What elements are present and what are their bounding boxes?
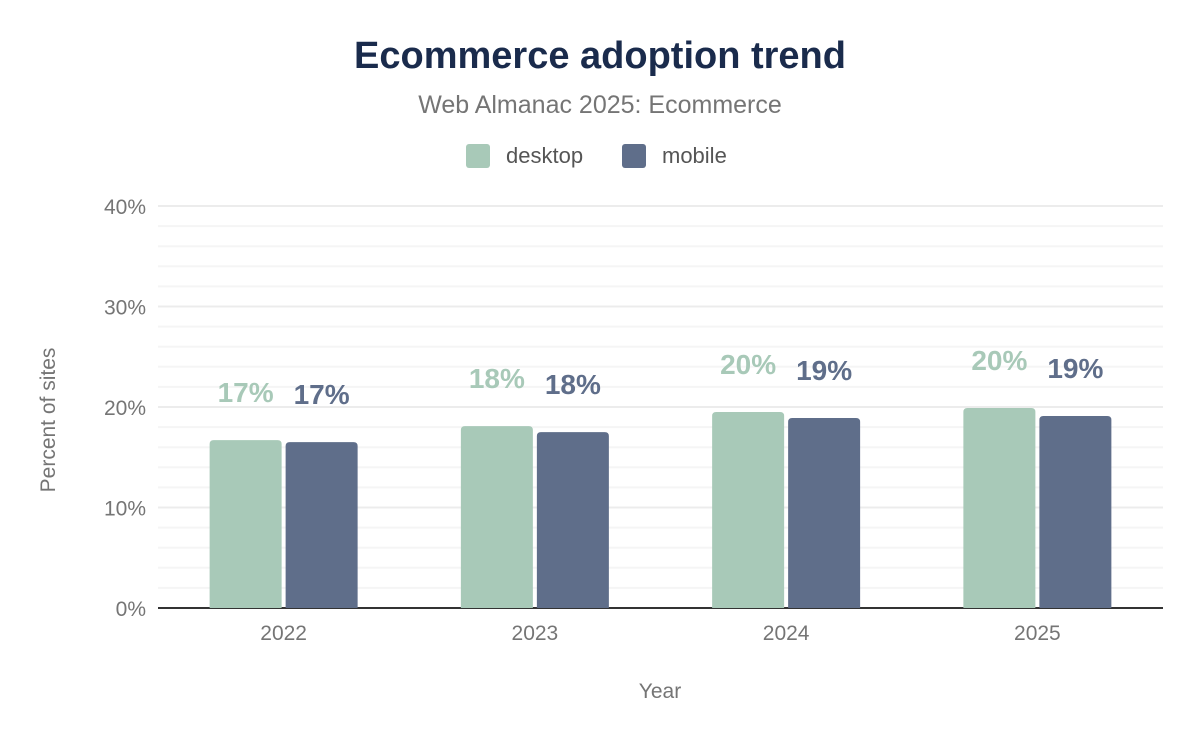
bar-mobile[interactable] [1039, 416, 1112, 608]
data-label-desktop: 17% [218, 377, 274, 408]
bar-desktop[interactable] [963, 408, 1036, 608]
bar-desktop[interactable] [460, 426, 533, 608]
y-tick-label: 0% [116, 598, 146, 621]
x-tick-label: 2024 [763, 622, 810, 645]
y-tick-label: 40% [104, 196, 146, 219]
legend-label-mobile[interactable]: mobile [662, 143, 727, 168]
data-label-desktop: 18% [469, 363, 525, 394]
bars: 2022 17% 17% 2023 18% 18% 2024 20% 19% 2025 20% 19% [209, 345, 1112, 645]
y-tick-label: 10% [104, 498, 146, 521]
legend-label-desktop[interactable]: desktop [506, 143, 583, 168]
bar-desktop[interactable] [209, 440, 282, 608]
x-tick-label: 2025 [1014, 622, 1061, 645]
data-label-mobile: 17% [294, 379, 350, 410]
legend-swatch-mobile[interactable] [622, 144, 646, 168]
bar-mobile[interactable] [285, 442, 358, 608]
y-tick-label: 20% [104, 397, 146, 420]
y-tick-label: 30% [104, 297, 146, 320]
legend: desktop mobile [466, 143, 727, 168]
x-tick-label: 2022 [260, 622, 307, 645]
data-label-desktop: 20% [971, 345, 1027, 376]
data-label-mobile: 19% [1047, 353, 1103, 384]
bar-mobile[interactable] [788, 418, 861, 608]
data-label-mobile: 18% [545, 369, 601, 400]
y-axis-label: Percent of sites [37, 348, 60, 493]
x-tick-label: 2023 [512, 622, 559, 645]
legend-swatch-desktop[interactable] [466, 144, 490, 168]
chart-subtitle: Web Almanac 2025: Ecommerce [418, 91, 782, 119]
data-label-mobile: 19% [796, 355, 852, 386]
bar-mobile[interactable] [536, 432, 609, 608]
chart-title: Ecommerce adoption trend [354, 35, 846, 77]
x-axis-label: Year [639, 680, 681, 703]
data-label-desktop: 20% [720, 349, 776, 380]
bar-desktop[interactable] [712, 412, 785, 608]
